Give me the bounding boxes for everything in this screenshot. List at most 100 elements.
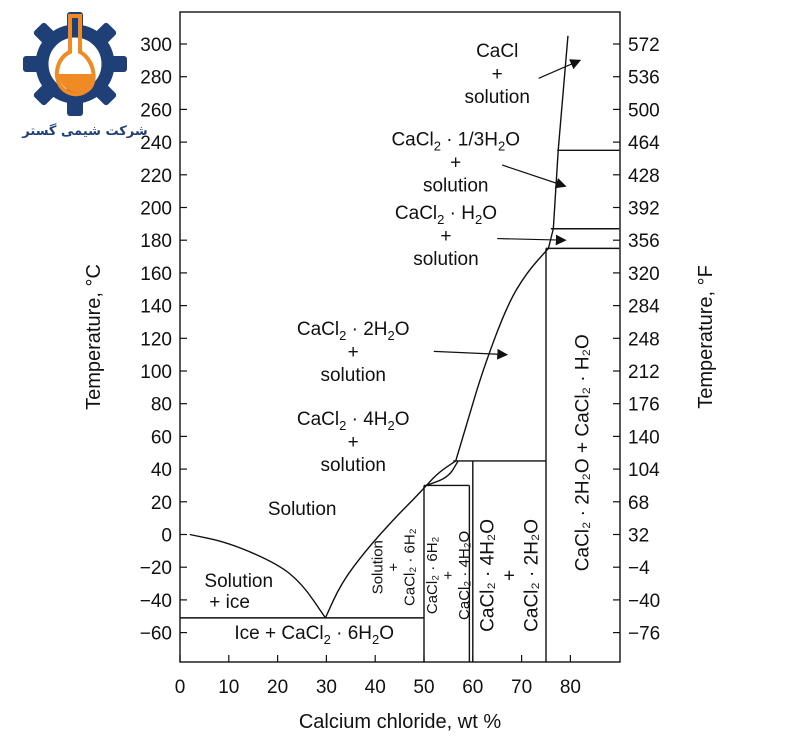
y-tick-label: 160 (140, 264, 172, 285)
y-tick-label-right: 320 (628, 264, 660, 285)
phase-label: CaCl2 · 4H2O (297, 409, 410, 433)
y-tick-label: 0 (161, 526, 172, 547)
boundary-anhydrous-liquidus (557, 35, 569, 151)
boundary-third-hydrate-liquidus (552, 150, 559, 229)
x-axis-title: Calcium chloride, wt % (299, 711, 502, 733)
y-tick-label: −20 (140, 558, 172, 579)
y-tick-label-right: 248 (628, 329, 660, 350)
region-label: solution (320, 365, 386, 386)
y-tick-label-right: −76 (628, 624, 660, 645)
region-label: Solution (268, 499, 337, 520)
vertical-phase-label: Solution + CaCl₂ · 6H₂ (369, 528, 418, 606)
region-label: solution (464, 87, 530, 108)
x-tick-label: 60 (462, 677, 483, 698)
region-label: solution (320, 455, 386, 476)
phase-label: + (499, 570, 520, 581)
y-tick-label-right: 140 (628, 427, 660, 448)
plot-frame (179, 11, 621, 663)
boundary-tetrahydrate-liquidus (425, 460, 457, 486)
x-tick-label: 80 (560, 677, 581, 698)
phase-boundaries (180, 35, 620, 663)
y-tick-label: 180 (140, 231, 172, 252)
y-tick-label-right: 32 (628, 526, 649, 547)
boundary-dihydrate-liquidus (455, 247, 549, 462)
y-axis-fahrenheit: −76 −40 −4 32 68 104 140 176 212 248 284 320 356 392 4… (613, 35, 660, 645)
phase-label: CaCl₂ · 2H₂O + CaCl₂ · H₂O (573, 334, 594, 571)
vertical-phase-label: CaCl₂ · 2H₂O + CaCl₂ · H₂O (573, 334, 594, 571)
y-tick-label: 140 (140, 297, 172, 318)
phase-label: CaCl₂ · 2H₂O (521, 519, 542, 632)
leader-arrow (433, 348, 509, 360)
x-tick-label: 40 (365, 677, 386, 698)
boundary-hexahydrate-liquidus (324, 484, 427, 619)
phase-label: + (440, 571, 457, 580)
y-tick-label-right: −40 (628, 591, 660, 612)
y-tick-label-right: 68 (628, 493, 649, 514)
x-tick-label: 10 (218, 677, 239, 698)
y-tick-label-right: 356 (628, 231, 660, 252)
y-tick-label-right: 104 (628, 460, 660, 481)
x-axis: 0 10 20 30 40 50 60 70 80 (175, 655, 581, 698)
phase-label: Solution (369, 540, 386, 594)
y-tick-label-right: 212 (628, 362, 660, 383)
phase-label: CaCl₂ · 6H₂ (401, 528, 418, 606)
leader-arrow (497, 234, 567, 246)
leader-arrows (433, 59, 582, 360)
phase-label: CaCl2 · H2O (395, 203, 497, 227)
y-tick-label-right: −4 (628, 558, 650, 579)
y-tick-label-right: 428 (628, 166, 660, 187)
y-tick-label: 300 (140, 35, 172, 56)
y-tick-label-right: 536 (628, 68, 660, 89)
y-tick-label: 80 (151, 395, 172, 416)
region-label: + (348, 342, 359, 363)
y-tick-label: 20 (151, 493, 172, 514)
x-tick-label: 20 (267, 677, 288, 698)
region-label: + (348, 432, 359, 453)
region-label: + ice (209, 592, 250, 613)
region-label: Solution (204, 571, 273, 592)
phase-label: CaCl₂ · 4H₂O (477, 519, 498, 632)
phase-label: CaCl2 · 2H2O (297, 319, 410, 343)
region-label: solution (423, 175, 489, 196)
y-tick-label: 40 (151, 460, 172, 481)
x-tick-label: 0 (175, 677, 186, 698)
y-tick-label: 260 (140, 100, 172, 121)
region-label: solution (413, 249, 479, 270)
x-tick-label: 30 (316, 677, 337, 698)
region-label: + (492, 64, 503, 85)
y-tick-label-right: 572 (628, 35, 660, 56)
vertical-phase-label: CaCl₂ · 6H₂ + CaCl₂ · 4H₂O (424, 531, 473, 620)
y-tick-label: −40 (140, 591, 172, 612)
y-tick-label: 220 (140, 166, 172, 187)
y-tick-label-right: 176 (628, 395, 660, 416)
y-tick-label: 120 (140, 329, 172, 350)
phase-label: CaCl₂ · 4H₂O (456, 531, 473, 620)
y-tick-label: −60 (140, 624, 172, 645)
y-tick-label-right: 392 (628, 199, 660, 220)
region-label: + (440, 226, 451, 247)
y-tick-label: 200 (140, 199, 172, 220)
y-tick-label-right: 500 (628, 100, 660, 121)
leader-arrow (501, 164, 567, 189)
y-tick-label: 60 (151, 427, 172, 448)
y-tick-label: 280 (140, 68, 172, 89)
boundary-hexahydrate-cap (426, 460, 459, 487)
y-tick-label: 100 (140, 362, 172, 383)
leader-arrow (538, 59, 582, 79)
x-tick-label: 70 (511, 677, 532, 698)
y-tick-label-right: 284 (628, 297, 660, 318)
boundary-monohydrate-liquidus (547, 228, 554, 249)
y-tick-label: 240 (140, 133, 172, 154)
y-axis-title-right: Temperature, °F (695, 265, 717, 409)
gear-flask-icon (23, 12, 127, 116)
logo (20, 4, 130, 119)
y-axis-celsius: −60 −40 −20 0 20 40 60 80 100 120 140 160 180 200 220 2… (140, 35, 187, 645)
phase-label: + (385, 563, 402, 572)
logo-text: شرکت شیمی گستر (22, 124, 148, 139)
boundary-ice-liquidus (189, 533, 327, 619)
phase-label: CaCl₂ · 6H₂ (424, 536, 441, 614)
phase-label: CaCl2 · 1/3H2O (391, 129, 520, 153)
x-tick-label: 50 (413, 677, 434, 698)
